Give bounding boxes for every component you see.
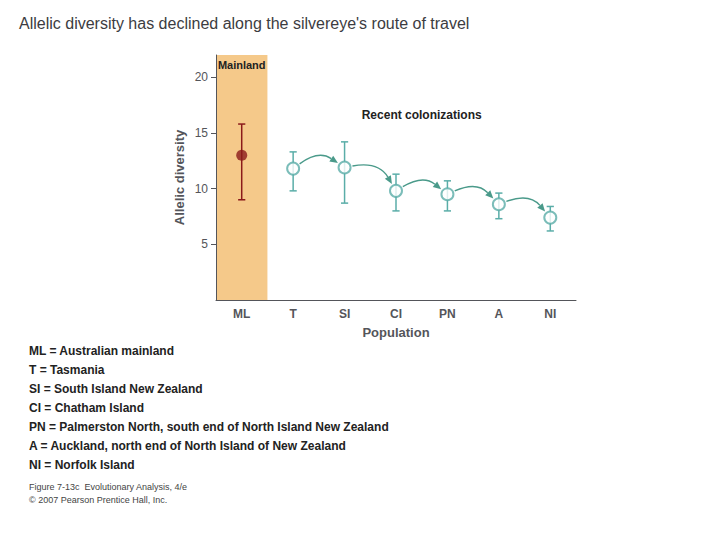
svg-text:CI = Chatham Island: CI = Chatham Island [29, 401, 144, 415]
svg-text:A: A [495, 307, 504, 321]
svg-text:ML = Australian mainland: ML = Australian mainland [29, 344, 174, 358]
svg-text:T: T [289, 307, 297, 321]
svg-text:PN = Palmerston North, south e: PN = Palmerston North, south end of Nort… [29, 420, 389, 434]
svg-text:20: 20 [195, 70, 209, 84]
svg-text:A = Auckland, north end of Nor: A = Auckland, north end of North Island … [29, 439, 346, 453]
svg-text:© 2007 Pearson Prentice Hall,: © 2007 Pearson Prentice Hall, Inc. [29, 495, 167, 505]
svg-text:Recent colonizations: Recent colonizations [362, 108, 482, 122]
svg-text:Population: Population [362, 325, 429, 340]
svg-text:5: 5 [201, 237, 208, 251]
svg-text:Allelic diversity: Allelic diversity [172, 129, 187, 225]
svg-text:Figure 7-13c Evolutionary Ana: Figure 7-13c Evolutionary Analysis, 4/e [29, 482, 187, 492]
svg-text:T = Tasmania: T = Tasmania [29, 363, 105, 377]
svg-text:10: 10 [195, 182, 209, 196]
svg-text:SI: SI [339, 307, 350, 321]
svg-text:CI: CI [390, 307, 402, 321]
svg-text:PN: PN [439, 307, 456, 321]
svg-text:Allelic diversity has declined: Allelic diversity has declined along the… [19, 15, 469, 32]
svg-text:NI: NI [544, 307, 556, 321]
svg-text:Mainland: Mainland [218, 59, 266, 71]
svg-text:SI = South Island New Zealand: SI = South Island New Zealand [29, 382, 203, 396]
svg-text:ML: ML [233, 307, 250, 321]
svg-text:15: 15 [195, 126, 209, 140]
svg-text:NI = Norfolk Island: NI = Norfolk Island [29, 458, 135, 472]
